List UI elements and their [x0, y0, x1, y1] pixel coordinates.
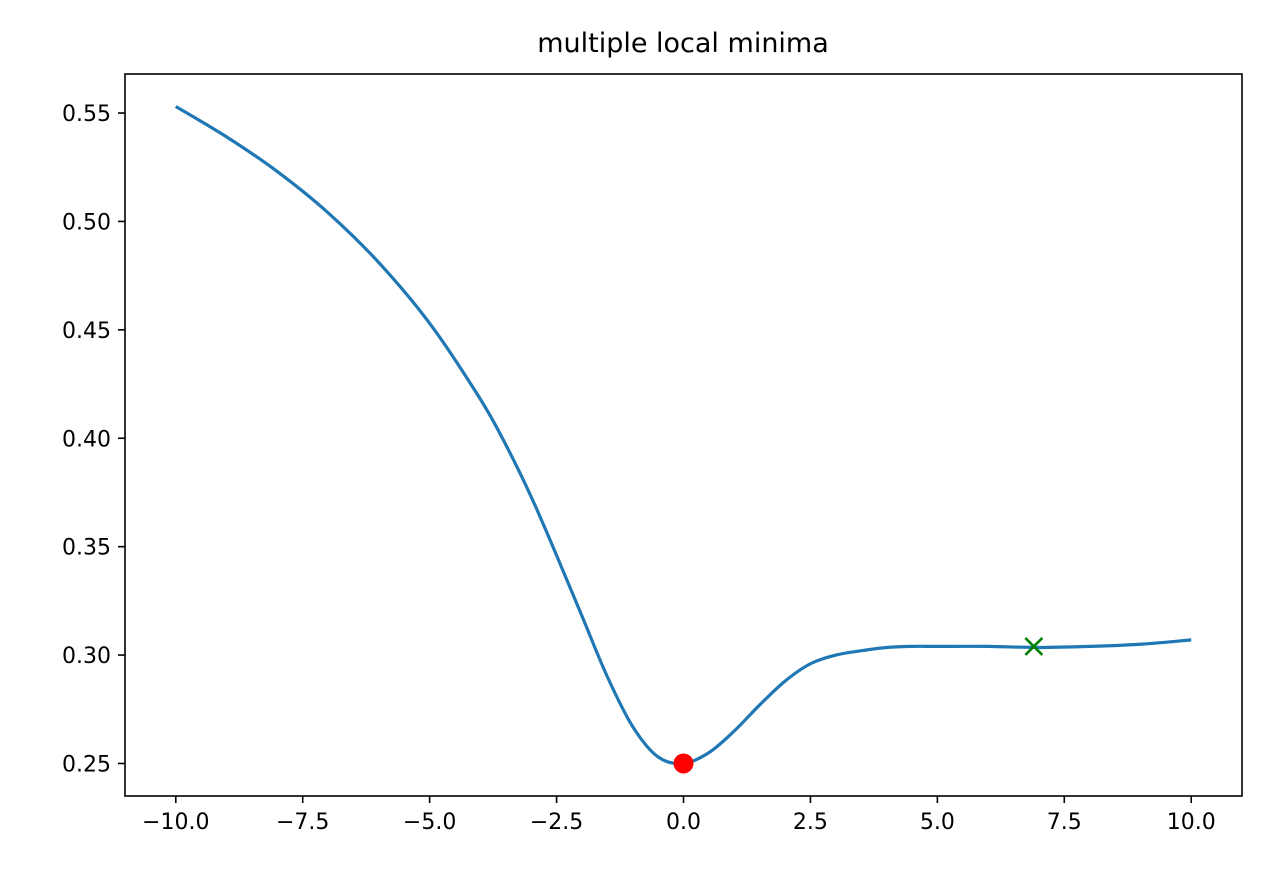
x-tick-label: 5.0 — [920, 810, 955, 835]
minimum-marker-circle — [673, 753, 694, 774]
y-tick-label: 0.40 — [62, 427, 111, 452]
x-tick-label: 2.5 — [793, 810, 828, 835]
x-tick-label: −2.5 — [530, 810, 583, 835]
minimum-marker-x — [1024, 636, 1044, 656]
y-tick-label: 0.30 — [62, 644, 111, 669]
chart-title: multiple local minima — [537, 28, 829, 59]
y-tick-label: 0.25 — [62, 752, 111, 777]
x-tick-label: −10.0 — [142, 810, 209, 835]
y-tick-label: 0.55 — [62, 102, 111, 127]
marker-layer — [673, 636, 1044, 774]
marker-x-stroke — [1024, 636, 1044, 656]
plot-area — [125, 74, 1242, 796]
x-tick-label: −5.0 — [403, 810, 456, 835]
x-tick-label: 10.0 — [1167, 810, 1216, 835]
y-tick-label: 0.35 — [62, 536, 111, 561]
y-axis: 0.25 0.30 0.35 0.40 0.45 0.50 0.55 — [62, 102, 125, 777]
x-tick-label: 0.0 — [666, 810, 701, 835]
x-axis: −10.0 −7.5 −5.0 −2.5 0.0 2.5 5.0 7.5 10.0 — [142, 796, 1216, 835]
plot-frame — [124, 73, 1243, 797]
y-tick-label: 0.50 — [62, 210, 111, 235]
x-tick-label: 7.5 — [1047, 810, 1082, 835]
x-tick-label: −7.5 — [276, 810, 329, 835]
y-tick-label: 0.45 — [62, 319, 111, 344]
